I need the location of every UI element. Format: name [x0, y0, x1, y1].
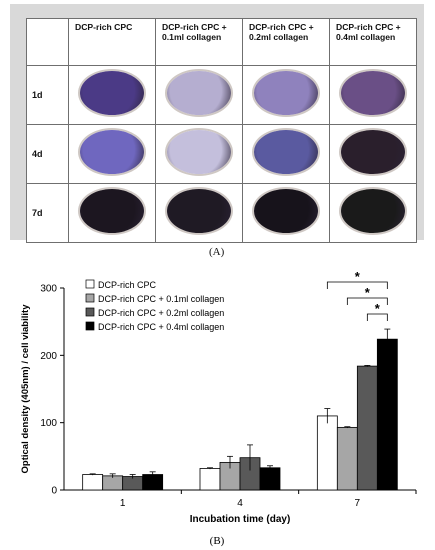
panel-a: DCP-rich CPC DCP-rich CPC + 0.1ml collag… [10, 4, 424, 243]
image-cell [155, 65, 243, 125]
image-cell [329, 65, 417, 125]
legend-swatch [85, 279, 95, 289]
bar [199, 468, 221, 491]
panel-b-caption: (B) [210, 535, 225, 547]
legend-label: DCP-rich CPC + 0.1ml collagen [98, 294, 224, 304]
y-tick-label: 300 [40, 284, 57, 295]
significance-bracket [366, 313, 388, 321]
image-cell [68, 183, 156, 243]
y-axis-title: Optical density (405nm) / cell viability [20, 304, 31, 474]
bar [376, 338, 398, 491]
panel-a-caption: (A) [209, 246, 225, 258]
x-tick-label: 7 [355, 498, 361, 509]
bar-chart: 0 100 200 300 1 4 7 * * * DCP-rich CPC DCP-rich CPC… [20, 270, 417, 547]
row-label: 4d [26, 124, 69, 184]
row-label: 7d [26, 183, 69, 243]
legend-swatch [85, 321, 95, 331]
image-cell [155, 124, 243, 184]
stained-sample-image [341, 129, 405, 174]
bar [336, 426, 358, 491]
image-cell [242, 65, 330, 125]
y-tick-label: 0 [51, 486, 57, 497]
stained-sample-image [167, 188, 231, 233]
legend-label: DCP-rich CPC + 0.2ml collagen [98, 308, 224, 318]
significance-bracket [326, 281, 388, 289]
significance-marker: * [365, 285, 371, 300]
y-tick-label: 200 [40, 351, 57, 362]
bar [356, 365, 378, 491]
image-cell [329, 183, 417, 243]
bar [102, 475, 124, 491]
grid-row: 1d [26, 65, 417, 125]
stained-sample-image [80, 70, 144, 115]
stained-sample-image [341, 70, 405, 115]
image-cell [155, 183, 243, 243]
stained-sample-image [254, 129, 318, 174]
grid-row: 7d [26, 183, 417, 243]
grid-header-row: DCP-rich CPC DCP-rich CPC + 0.1ml collag… [26, 18, 417, 66]
image-cell [242, 183, 330, 243]
column-header: DCP-rich CPC + 0.2ml collagen [242, 18, 330, 66]
stained-sample-image [80, 188, 144, 233]
image-cell [68, 65, 156, 125]
significance-marker: * [355, 270, 361, 284]
x-tick-label: 1 [120, 498, 126, 509]
grid-row: 4d [26, 124, 417, 184]
x-axis-title: Incubation time (day) [190, 514, 291, 525]
x-tick-label: 4 [237, 498, 243, 509]
legend-label: DCP-rich CPC [98, 280, 157, 290]
bar [82, 474, 104, 491]
image-cell [68, 124, 156, 184]
stained-sample-image [341, 188, 405, 233]
image-cell [329, 124, 417, 184]
bar [259, 467, 281, 491]
grid-corner [26, 18, 69, 66]
significance-bracket [346, 297, 388, 305]
stained-sample-image [254, 70, 318, 115]
row-label: 1d [26, 65, 69, 125]
column-header: DCP-rich CPC + 0.4ml collagen [329, 18, 417, 66]
stain-image-grid: DCP-rich CPC DCP-rich CPC + 0.1ml collag… [26, 18, 417, 243]
legend-label: DCP-rich CPC + 0.4ml collagen [98, 322, 224, 332]
stained-sample-image [167, 129, 231, 174]
column-header: DCP-rich CPC [68, 18, 156, 66]
stained-sample-image [80, 129, 144, 174]
column-header: DCP-rich CPC + 0.1ml collagen [155, 18, 243, 66]
stained-sample-image [254, 188, 318, 233]
bar [316, 415, 338, 491]
image-cell [242, 124, 330, 184]
stained-sample-image [167, 70, 231, 115]
y-tick-label: 100 [40, 418, 57, 429]
significance-marker: * [375, 301, 381, 316]
legend-swatch [85, 307, 95, 317]
legend-swatch [85, 293, 95, 303]
